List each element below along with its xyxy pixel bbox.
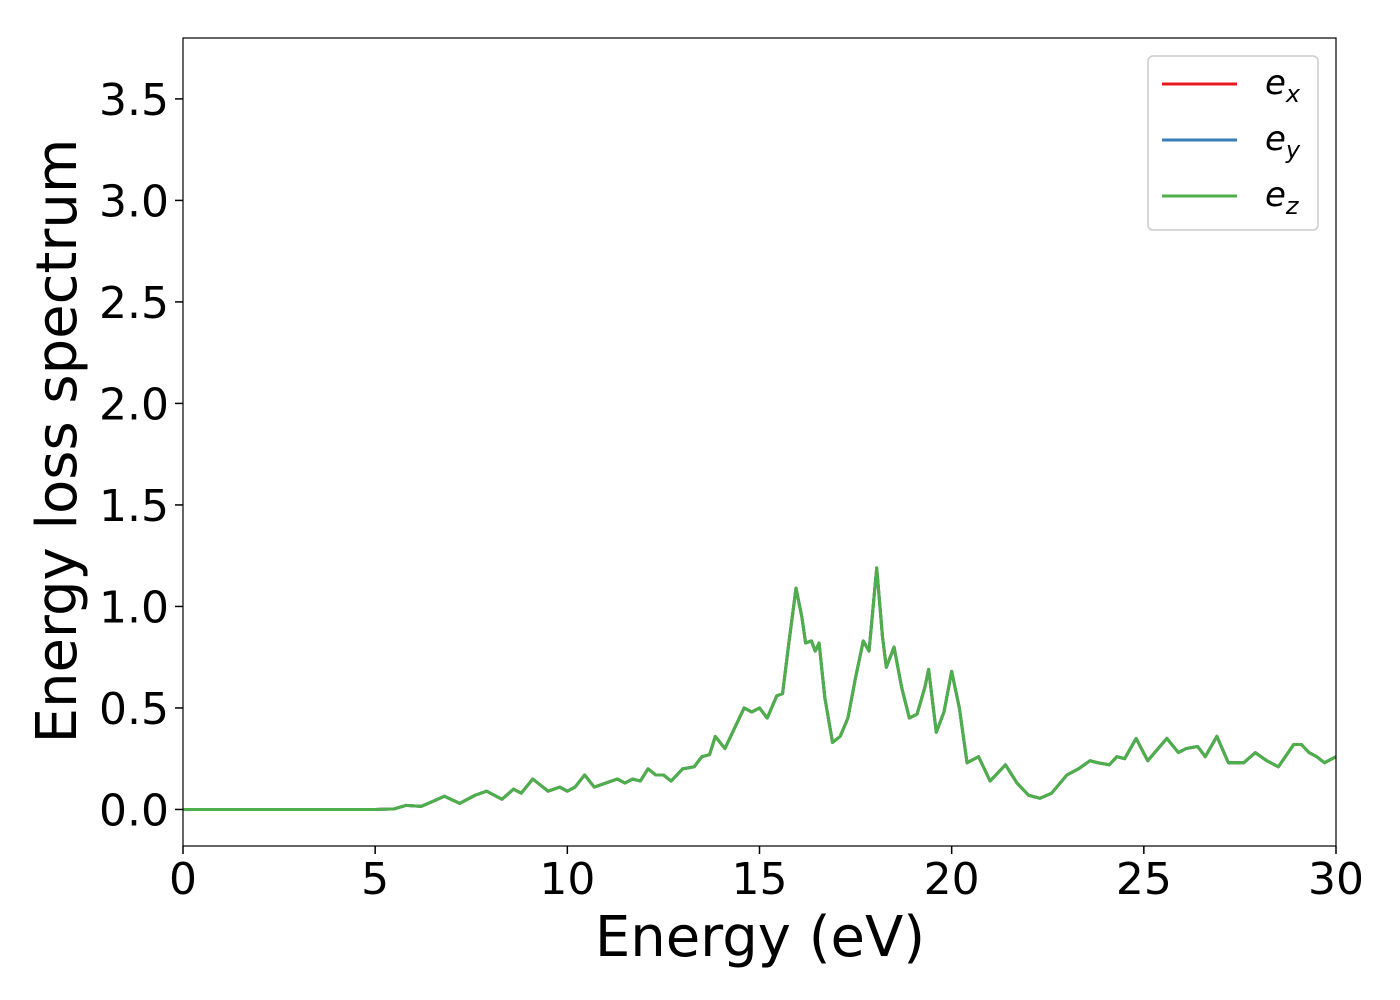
y-tick-label: 0.5 (99, 684, 169, 735)
y-tick-label: 1.0 (99, 582, 169, 633)
y-tick-label: 3.0 (99, 176, 169, 227)
y-axis-label: Energy loss spectrum (25, 139, 90, 744)
x-tick-label: 10 (539, 854, 595, 905)
y-tick-label: 2.0 (99, 379, 169, 430)
x-tick-label: 5 (361, 854, 389, 905)
x-tick-label: 15 (732, 854, 788, 905)
x-tick-label: 0 (169, 854, 197, 905)
x-tick-label: 25 (1116, 854, 1172, 905)
legend-label: ez (1265, 175, 1300, 220)
y-tick-label: 0.0 (99, 785, 169, 836)
x-tick-label: 30 (1308, 854, 1364, 905)
series-line (183, 566, 1336, 811)
plot-frame (182, 37, 1337, 847)
legend-label: ex (1265, 63, 1301, 108)
legend-label: ey (1265, 119, 1301, 164)
y-tick-label: 1.5 (99, 481, 169, 532)
y-tick-label: 2.5 (99, 278, 169, 329)
series-line (183, 566, 1336, 811)
series-line (183, 566, 1336, 811)
y-tick-label: 3.5 (99, 75, 169, 126)
x-axis-label: Energy (eV) (595, 905, 925, 970)
x-tick-label: 20 (924, 854, 980, 905)
legend-box (1147, 55, 1319, 231)
